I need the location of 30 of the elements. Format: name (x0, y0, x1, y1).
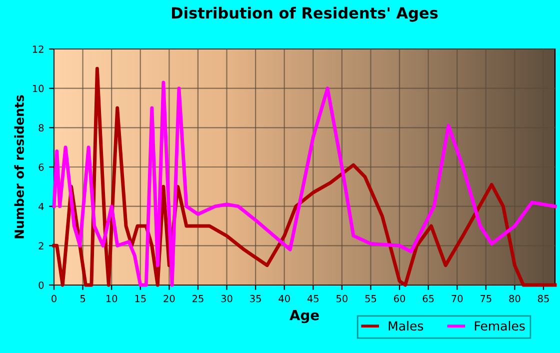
y-axis-title: Number of residents (14, 95, 24, 238)
x-tick-label: 20 (164, 294, 175, 302)
y-tick-label: 10 (32, 84, 44, 92)
y-tick-label: 12 (32, 45, 44, 53)
x-tick-label: 0 (52, 294, 56, 302)
x-axis-title: Age (290, 310, 319, 324)
y-tick-label: 8 (38, 124, 44, 132)
x-tick-label: 45 (307, 295, 318, 302)
y-tick-label: 0 (38, 281, 44, 289)
x-tick-label: 60 (394, 294, 406, 302)
y-tick-label: 6 (38, 163, 44, 171)
x-tick-label: 5 (80, 295, 86, 302)
legend-label: Males (388, 320, 424, 331)
x-tick-label: 80 (509, 294, 520, 302)
x-tick-label: 85 (538, 294, 549, 302)
y-tick-label: 4 (38, 202, 44, 210)
x-tick-label: 25 (192, 294, 204, 302)
x-tick-label: 75 (480, 295, 492, 302)
x-tick-label: 40 (278, 294, 290, 302)
x-tick-label: 50 (336, 294, 348, 302)
legend-label: Females (474, 320, 525, 331)
chart-title: Distribution of Residents' Ages (172, 6, 438, 22)
x-tick-label: 15 (135, 295, 146, 302)
x-tick-label: 30 (221, 294, 232, 302)
x-tick-label: 70 (452, 294, 463, 302)
x-tick-label: 65 (422, 294, 434, 302)
x-tick-label: 55 (365, 295, 376, 302)
x-tick-label: 35 (250, 294, 261, 302)
x-tick-label: 10 (106, 294, 118, 302)
y-tick-label: 2 (38, 242, 44, 250)
